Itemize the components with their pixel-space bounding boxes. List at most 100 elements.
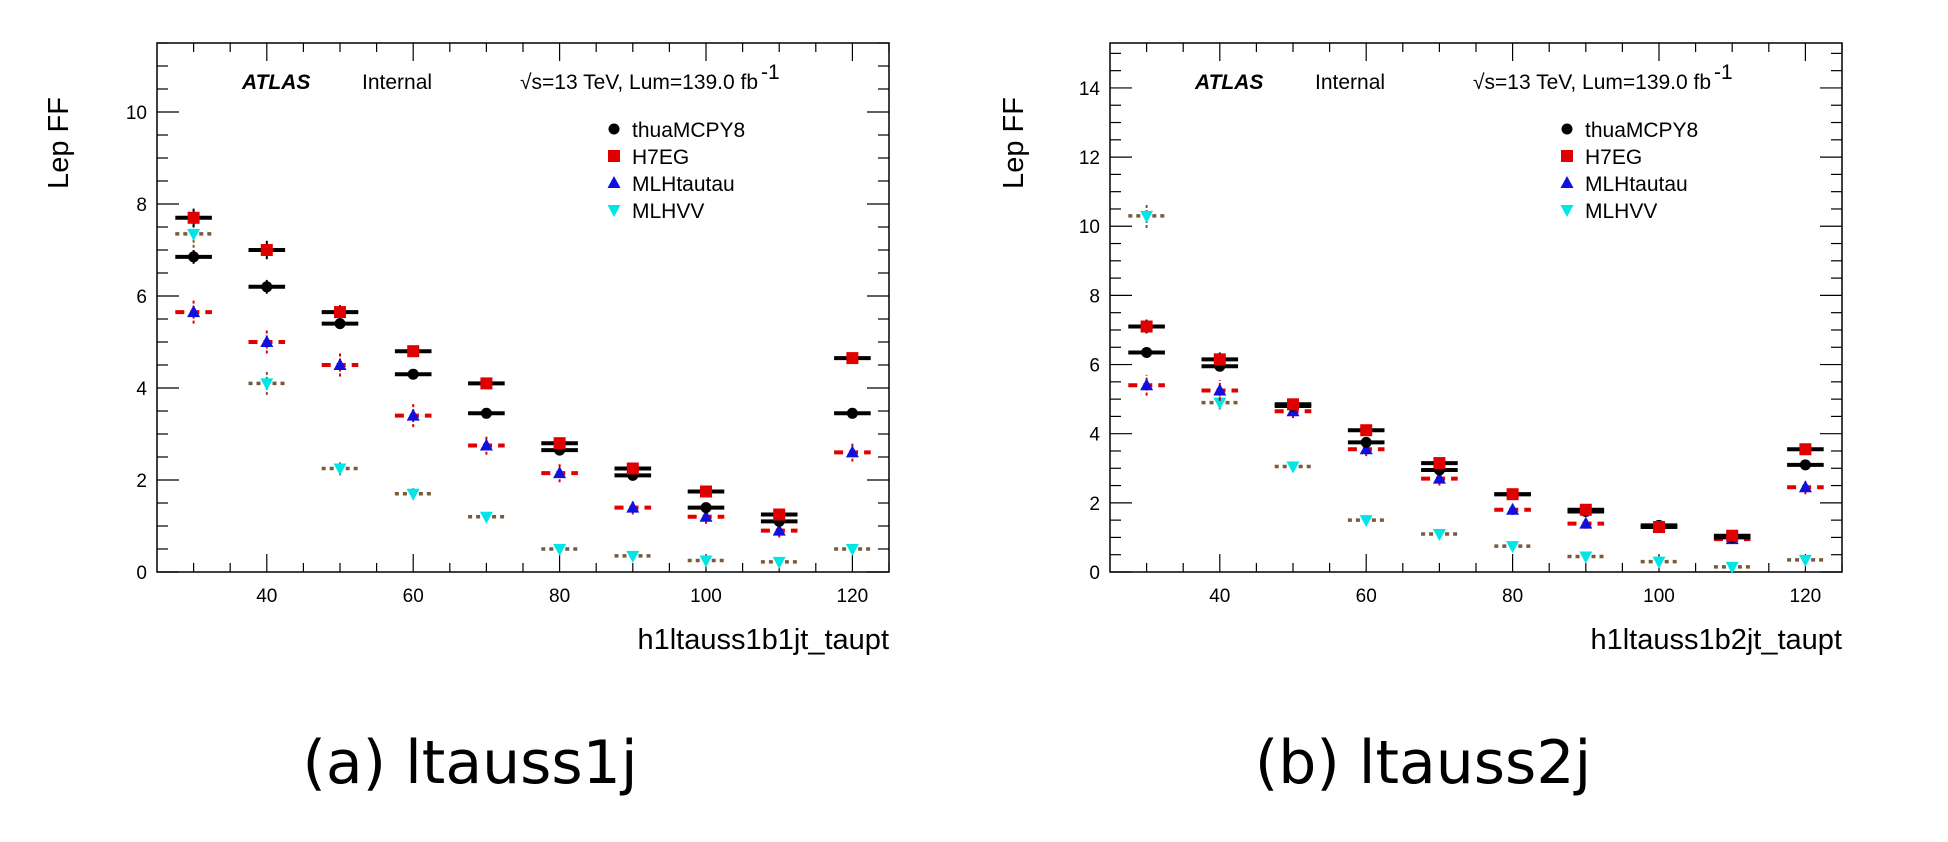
series-mlhtautau-point (1798, 480, 1812, 493)
series-mlhvv-point (1652, 556, 1666, 569)
y-tick-label: 4 (136, 379, 147, 400)
series-mlhvv (1128, 203, 1824, 574)
y-tick-label: 12 (1079, 148, 1100, 169)
series-mlhtautau-point (845, 445, 859, 458)
y-tick-label: 0 (1089, 563, 1100, 584)
series-thuamcpy8-point (846, 407, 858, 419)
series-h7eg-point (626, 462, 639, 475)
series-h7eg (175, 208, 871, 521)
panel-caption: (b) ltauss2j (1255, 728, 1591, 798)
series-mlhvv-point (187, 228, 201, 241)
energy-lumi-label: √s=13 TeV, Lum=139.0 fb (520, 71, 758, 94)
x-axis-title: h1ltauss1b2jt_taupt (1590, 624, 1842, 656)
series-thuamcpy8-point (407, 368, 419, 380)
series-mlhvv-point (406, 488, 420, 501)
y-tick-label: 0 (136, 563, 147, 584)
series-h7eg-point (1653, 521, 1665, 534)
series-mlhvv-point (553, 544, 567, 556)
series-mlhtautau-point (187, 305, 201, 318)
series-mlhvv-point (1286, 461, 1300, 474)
panel-caption: (a) ltauss1j (302, 728, 637, 798)
legend-marker-h7eg (608, 150, 620, 162)
series-h7eg-point (553, 437, 566, 450)
x-tick-label: 60 (403, 586, 424, 607)
series-h7eg-point (700, 485, 712, 498)
series-h7eg-point (1579, 503, 1592, 516)
series-thuamcpy8-point (1360, 436, 1372, 448)
legend-marker-thuamcpy8 (608, 123, 620, 135)
series-thuamcpy8 (1128, 346, 1824, 543)
series-h7eg-point (407, 345, 420, 358)
series-mlhtautau-point (1213, 383, 1227, 396)
y-tick-label: 10 (1079, 217, 1100, 238)
series-mlhtautau-point (1432, 471, 1446, 484)
x-tick-label: 100 (690, 586, 722, 607)
x-tick-label: 80 (1502, 586, 1523, 607)
y-tick-label: 2 (1089, 494, 1100, 515)
series-mlhtautau-point (553, 466, 567, 479)
series-thuamcpy8-point (1799, 459, 1811, 471)
y-tick-label: 8 (136, 195, 147, 216)
series-mlhvv (175, 220, 871, 569)
lumi-unit-superscript: -1 (1714, 61, 1733, 84)
series-h7eg-point (1360, 424, 1373, 437)
legend-label-mlhtautau: MLHtautau (1585, 173, 1688, 196)
plot-frame (1109, 42, 1843, 573)
atlas-label: ATLAS (1194, 71, 1263, 94)
series-mlhvv-point (699, 555, 713, 568)
series-mlhvv-point (772, 556, 786, 569)
series-h7eg-point (260, 244, 273, 256)
x-axis-title: h1ltauss1b1jt_taupt (637, 624, 889, 656)
y-tick-label: 14 (1079, 79, 1101, 100)
series-mlhvv-point (1359, 515, 1373, 528)
lumi-unit-superscript: -1 (761, 61, 780, 84)
series-h7eg-point (1287, 398, 1299, 411)
series-mlhtautau-point (1506, 502, 1520, 515)
legend-label-thuamcpy8: thuaMCPY8 (1585, 119, 1698, 142)
y-tick-label: 6 (1089, 356, 1100, 377)
x-tick-label: 40 (1209, 586, 1230, 607)
legend-label-mlhtautau: MLHtautau (632, 173, 735, 196)
series-mlhvv-point (845, 544, 859, 556)
series-h7eg-point (1433, 457, 1446, 470)
series-thuamcpy8-point (261, 281, 273, 293)
series-mlhtautau-point (699, 509, 713, 522)
series-mlhvv-point (1579, 551, 1593, 564)
x-tick-label: 120 (1790, 586, 1822, 607)
series-mlhtautau-point (772, 523, 786, 536)
legend-label-h7eg: H7EG (632, 146, 689, 169)
x-tick-label: 120 (837, 586, 869, 607)
series-thuamcpy8-point (480, 407, 492, 419)
legend-label-mlhvv: MLHVV (1585, 200, 1657, 223)
x-tick-label: 60 (1356, 586, 1377, 607)
series-mlhtautau-point (1359, 442, 1373, 455)
atlas-label: ATLAS (241, 71, 310, 94)
chart-panel-b: 0 2 4 6 8 10 12 14 40 60 80 100 120 Lep FF h1ltauss1b2… (998, 42, 1843, 798)
series-mlhtautau-point (626, 500, 640, 513)
series-h7eg (1128, 319, 1824, 542)
series-mlhvv-point (1432, 528, 1446, 541)
series-mlhvv-point (626, 550, 640, 563)
series-mlhtautau-point (406, 408, 420, 421)
x-tick-label: 100 (1643, 586, 1675, 607)
series-h7eg-point (1213, 353, 1226, 366)
series-mlhvv-point (1798, 554, 1812, 567)
atlas-status-label: Internal (1315, 71, 1385, 94)
series-mlhvv-point (1506, 541, 1520, 554)
series-thuamcpy8-point (334, 318, 346, 330)
y-tick-label: 8 (1089, 286, 1100, 307)
series-h7eg-point (773, 508, 786, 521)
legend-label-h7eg: H7EG (1585, 146, 1642, 169)
legend-marker-mlhtautau (607, 176, 621, 188)
series-mlhtautau-point (333, 358, 347, 370)
y-tick-label: 2 (136, 471, 147, 492)
series-mlhtautau-point (1579, 516, 1593, 529)
legend-marker-mlhtautau (1560, 176, 1574, 188)
series-mlhtautau-point (1140, 378, 1154, 391)
series-thuamcpy8-point (188, 251, 200, 263)
series-mlhvv-point (260, 378, 274, 391)
legend-marker-thuamcpy8 (1561, 123, 1573, 135)
series-mlhvv-point (333, 463, 347, 476)
atlas-status-label: Internal (362, 71, 432, 94)
